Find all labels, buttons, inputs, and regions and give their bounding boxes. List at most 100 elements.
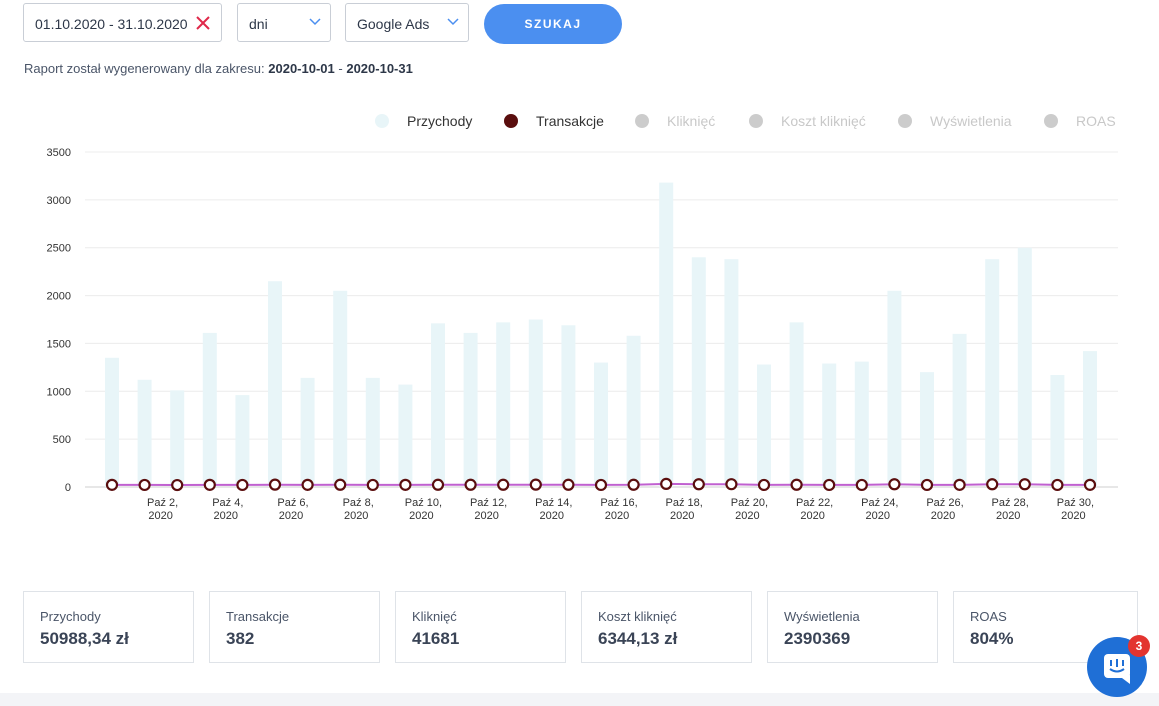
x-tick-year: 2020 [279,510,303,522]
legend-item-koszt-kliknięć[interactable]: Koszt kliknięć [749,113,866,129]
legend-marker [1044,114,1058,128]
bar-przychody[interactable] [1083,351,1097,487]
point-transakcje[interactable] [660,477,673,490]
x-tick-year: 2020 [866,510,890,522]
bar-przychody[interactable] [463,332,478,487]
point-transakcje[interactable] [334,478,347,491]
point-transakcje[interactable] [920,478,934,492]
point-transakcje[interactable] [105,478,119,491]
point-transakcje[interactable] [594,478,608,492]
x-tick-label: Paź 2, [147,497,178,509]
point-transakcje[interactable] [399,478,412,491]
legend-label: Kliknięć [667,113,715,129]
bar-przychody[interactable] [496,322,511,487]
bar-przychody[interactable] [626,335,641,487]
point-transakcje[interactable] [431,478,445,491]
point-transakcje[interactable] [725,478,738,491]
point-transakcje[interactable] [236,478,249,492]
y-tick-label: 2500 [47,243,71,255]
legend-item-wyświetlenia[interactable]: Wyświetlenia [898,113,1012,129]
source-select[interactable]: Google Ads [345,3,469,42]
bar-przychody[interactable] [789,322,804,487]
legend-item-roas[interactable]: ROAS [1044,113,1116,129]
x-tick-label: Paź 12, [470,497,507,509]
bar-przychody[interactable] [985,259,1000,487]
legend-marker [898,114,912,128]
legend-item-transakcje[interactable]: Transakcje [504,113,604,129]
bar-przychody[interactable] [952,333,967,487]
point-transakcje[interactable] [529,478,542,491]
bar-przychody[interactable] [724,259,739,487]
point-transakcje[interactable] [855,478,868,492]
point-transakcje[interactable] [953,478,966,491]
bar-przychody[interactable] [333,290,348,487]
stat-label: Transakcje [226,609,290,624]
point-transakcje[interactable] [888,478,901,491]
x-tick-label: Paź 20, [731,497,768,509]
bar-przychody[interactable] [137,379,152,487]
stat-label: Kliknięć [412,609,457,624]
footer-band [0,693,1159,706]
bar-przychody[interactable] [659,182,674,487]
search-button[interactable]: SZUKAJ [484,4,622,44]
bar-przychody[interactable] [920,372,934,487]
point-transakcje[interactable] [692,478,705,491]
point-transakcje[interactable] [366,478,379,492]
bar-przychody[interactable] [594,362,608,487]
x-tick-label: Paź 26, [926,497,963,509]
bar-przychody[interactable] [300,377,315,487]
bar-przychody[interactable] [561,325,576,487]
bar-przychody[interactable] [431,323,445,487]
stat-label: Przychody [40,609,101,624]
point-transakcje[interactable] [1083,478,1097,491]
point-transakcje[interactable] [171,478,184,492]
bar-przychody[interactable] [235,395,250,487]
point-transakcje[interactable] [757,478,771,492]
stat-label: ROAS [970,609,1007,624]
point-transakcje[interactable] [1051,478,1064,492]
point-transakcje[interactable] [464,478,477,491]
point-transakcje[interactable] [138,478,151,492]
bar-przychody[interactable] [268,281,282,487]
bar-przychody[interactable] [170,390,185,487]
bar-przychody[interactable] [887,290,902,487]
stat-label: Koszt kliknięć [598,609,677,624]
point-transakcje[interactable] [301,478,314,491]
bar-przychody[interactable] [822,363,837,487]
bar-przychody[interactable] [202,332,217,487]
point-transakcje[interactable] [203,478,216,491]
bar-przychody[interactable] [1050,375,1065,487]
point-transakcje[interactable] [790,478,803,491]
point-transakcje[interactable] [268,478,282,491]
bar-przychody[interactable] [757,364,771,487]
bar-przychody[interactable] [854,361,869,487]
chat-icon [1104,654,1130,684]
stat-value: 41681 [412,629,460,648]
point-transakcje[interactable] [986,478,999,491]
stat-value: 6344,13 zł [598,629,678,648]
x-tick-label: Paź 18, [666,497,703,509]
bar-przychody[interactable] [691,257,706,487]
report-to-date: 2020-10-31 [346,61,413,76]
point-transakcje[interactable] [627,478,640,491]
legend-item-kliknięć[interactable]: Kliknięć [635,113,715,129]
period-value: dni [249,16,268,32]
report-separator: - [338,61,343,76]
point-transakcje[interactable] [823,478,836,492]
x-tick-year: 2020 [1061,510,1085,522]
bar-przychody[interactable] [365,377,380,487]
clear-icon[interactable] [195,15,211,31]
point-transakcje[interactable] [562,478,575,491]
bar-przychody[interactable] [1017,247,1032,487]
legend-label: ROAS [1076,113,1116,129]
legend-item-przychody[interactable]: Przychody [375,113,472,129]
date-range-input[interactable]: 01.10.2020 - 31.10.2020 [23,3,222,42]
y-tick-label: 1000 [47,386,71,398]
point-transakcje[interactable] [1018,478,1031,491]
bar-przychody[interactable] [105,357,119,487]
x-tick-year: 2020 [931,510,955,522]
point-transakcje[interactable] [497,478,510,491]
period-select[interactable]: dni [237,3,331,42]
bar-przychody[interactable] [528,319,543,488]
bar-przychody[interactable] [398,384,413,487]
